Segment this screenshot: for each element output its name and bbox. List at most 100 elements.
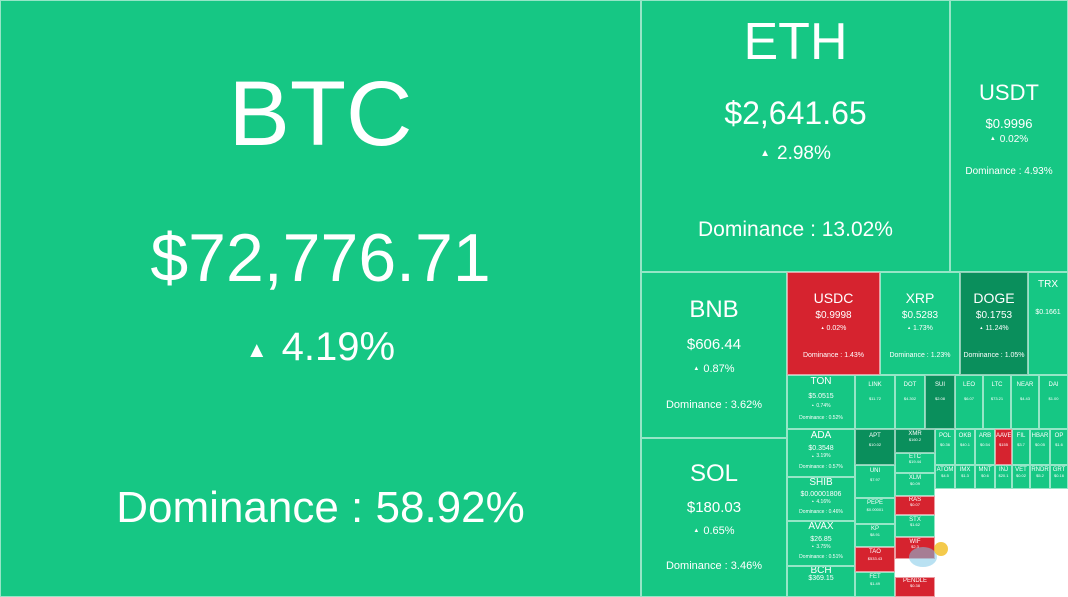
tile-mnt[interactable]: MNT $0.6: [975, 465, 995, 489]
tile-inj[interactable]: INJ $20.1: [995, 465, 1012, 489]
coin-price: $8.91: [869, 531, 880, 537]
coin-dominance: Dominance : 3.46%: [642, 559, 786, 572]
tile-usdc[interactable]: USDC $0.9998 ▲ 0.02% Dominance : 1.43%: [787, 272, 880, 375]
coin-price: $73.21: [990, 395, 1004, 401]
tile-hbar[interactable]: HBAR $0.05: [1030, 429, 1050, 465]
coin-symbol: INJ: [999, 466, 1008, 473]
tile-pendle[interactable]: PENDLE $0.38: [895, 577, 935, 597]
dominance-label: Dominance :: [665, 559, 731, 572]
coin-dominance: Dominance : 1.23%: [881, 352, 959, 359]
coin-symbol: POL: [938, 432, 951, 439]
tile-fil[interactable]: FIL $3.7: [1012, 429, 1030, 465]
arrow-up-icon: ▲: [989, 136, 996, 143]
tile-xlm[interactable]: XLM $0.09: [895, 473, 935, 496]
coin-change: ▲ 3.75%: [788, 543, 854, 550]
tile-pepe[interactable]: PEPE $0.00001: [855, 498, 895, 524]
tile-bch[interactable]: BCH $369.15: [787, 566, 855, 597]
coin-symbol: KP: [870, 525, 879, 532]
coin-price: $11.72: [869, 395, 881, 401]
coin-symbol: RNDR: [1031, 466, 1049, 473]
coin-symbol: IMX: [959, 466, 971, 473]
tile-dot[interactable]: DOT $4.302: [895, 375, 925, 429]
tile-eth[interactable]: ETH $2,641.65 ▲ 2.98% Dominance : 13.02%: [641, 0, 950, 272]
arrow-up-icon: ▲: [245, 336, 268, 362]
tile-atom[interactable]: ATOM $4.5: [935, 465, 955, 489]
coin-price: $5.2: [1036, 473, 1044, 479]
dominance-value: 0.57%: [828, 463, 843, 470]
coin-symbol: AVAX: [808, 521, 834, 533]
coin-price: $180.03: [686, 498, 742, 516]
dominance-label: Dominance :: [698, 217, 822, 241]
tile-apt[interactable]: APT $10.02: [855, 429, 895, 465]
coin-dominance: Dominance : 0.46%: [788, 508, 854, 515]
tile-vet[interactable]: VET $0.02: [1012, 465, 1030, 489]
tile-dai[interactable]: DAI $1.00: [1039, 375, 1068, 429]
coin-symbol: BCH: [810, 566, 832, 576]
coin-symbol: BNB: [689, 295, 739, 323]
tile-ltc[interactable]: LTC $73.21: [983, 375, 1011, 429]
coin-change: ▲ 4.19%: [1, 327, 640, 367]
coin-change: ▲ 4.16%: [788, 500, 854, 505]
coin-dominance: Dominance : 0.57%: [788, 463, 854, 470]
coin-price: $0.02: [1015, 473, 1026, 479]
arrow-up-icon: ▲: [760, 147, 771, 159]
tile-avax[interactable]: AVAX $26.85 ▲ 3.75% Dominance : 0.51%: [787, 521, 855, 566]
coin-price: $0.54: [979, 442, 990, 448]
tile-arb[interactable]: ARB $0.54: [975, 429, 995, 465]
tile-leo[interactable]: LEO $6.07: [955, 375, 983, 429]
coin-price: $0.16: [1053, 473, 1064, 479]
tile-stx[interactable]: STX $1.62: [895, 515, 935, 537]
tile-rndr[interactable]: RNDR $5.2: [1030, 465, 1050, 489]
tile-uni[interactable]: UNI $7.97: [855, 465, 895, 498]
coin-dominance: Dominance : 1.05%: [961, 352, 1027, 359]
tile-tao[interactable]: TAO $533.43: [855, 547, 895, 572]
arrow-up-icon: ▲: [820, 325, 825, 331]
tile-fet[interactable]: FET $1.49: [855, 572, 895, 597]
coin-symbol: APT: [869, 432, 881, 439]
change-value: 3.75%: [816, 543, 831, 550]
coin-price: $26.85: [810, 535, 832, 543]
tile-kp[interactable]: KP $8.91: [855, 524, 895, 547]
coin-symbol: FET: [869, 574, 881, 580]
dominance-value: 1.05%: [1004, 351, 1025, 359]
coin-price: $0.00001806: [800, 491, 842, 499]
coin-price: $0.3548: [808, 444, 834, 452]
coin-dominance: Dominance : 3.62%: [642, 400, 786, 411]
tile-ada[interactable]: ADA $0.3548 ▲ 3.19% Dominance : 0.57%: [787, 429, 855, 477]
tile-doge[interactable]: DOGE $0.1753 ▲ 11.24% Dominance : 1.05%: [960, 272, 1028, 375]
dominance-label: Dominance :: [799, 508, 829, 515]
tile-op[interactable]: OP $1.6: [1050, 429, 1068, 465]
coin-symbol: SOL: [689, 459, 739, 487]
tile-imx[interactable]: IMX $1.3: [955, 465, 975, 489]
tile-near[interactable]: NEAR $4.43: [1011, 375, 1039, 429]
coin-price: $1.3: [961, 473, 969, 479]
coin-price: $4.302: [903, 395, 917, 401]
tile-grt[interactable]: GRT $0.16: [1050, 465, 1068, 489]
dominance-label: Dominance :: [889, 351, 931, 359]
coin-dominance: Dominance : 0.51%: [788, 553, 854, 560]
tile-ton[interactable]: TON $5.0515 ▲ 0.74% Dominance : 0.52%: [787, 375, 855, 429]
tile-okb[interactable]: OKB $40.1: [955, 429, 975, 465]
tile-aave[interactable]: AAVE $155: [995, 429, 1012, 465]
tile-shib[interactable]: SHIB $0.00001806 ▲ 4.16% Dominance : 0.46%: [787, 477, 855, 521]
change-value: 3.19%: [816, 453, 831, 460]
tile-xmr[interactable]: XMR $160.2: [895, 429, 935, 453]
coin-symbol: TRX: [1038, 279, 1058, 291]
tile-etc[interactable]: ETC $19.44: [895, 453, 935, 473]
tile-pol[interactable]: POL $0.36: [935, 429, 955, 465]
tile-wif[interactable]: WIF $2.3: [895, 537, 935, 559]
tile-sui[interactable]: SUI $2.08: [925, 375, 955, 429]
tile-trx[interactable]: TRX $0.1661: [1028, 272, 1068, 375]
tile-bnb[interactable]: BNB $606.44 ▲ 0.87% Dominance : 3.62%: [641, 272, 787, 438]
tile-link[interactable]: LINK $11.72: [855, 375, 895, 429]
coin-price: $2.08: [934, 395, 945, 401]
tile-usdt[interactable]: USDT $0.9996 ▲ 0.02% Dominance : 4.93%: [950, 0, 1068, 272]
tile-sol[interactable]: SOL $180.03 ▲ 0.65% Dominance : 3.46%: [641, 438, 787, 597]
tile-ras[interactable]: RAS $0.07: [895, 496, 935, 515]
tile-btc[interactable]: BTC $72,776.71 ▲ 4.19% Dominance : 58.92%: [0, 0, 641, 597]
arrow-up-icon: ▲: [811, 543, 815, 548]
dominance-label: Dominance :: [799, 553, 829, 560]
coin-dominance: Dominance : 13.02%: [642, 219, 949, 240]
tile-xrp[interactable]: XRP $0.5283 ▲ 1.73% Dominance : 1.23%: [880, 272, 960, 375]
coin-symbol: SHIB: [809, 477, 833, 489]
